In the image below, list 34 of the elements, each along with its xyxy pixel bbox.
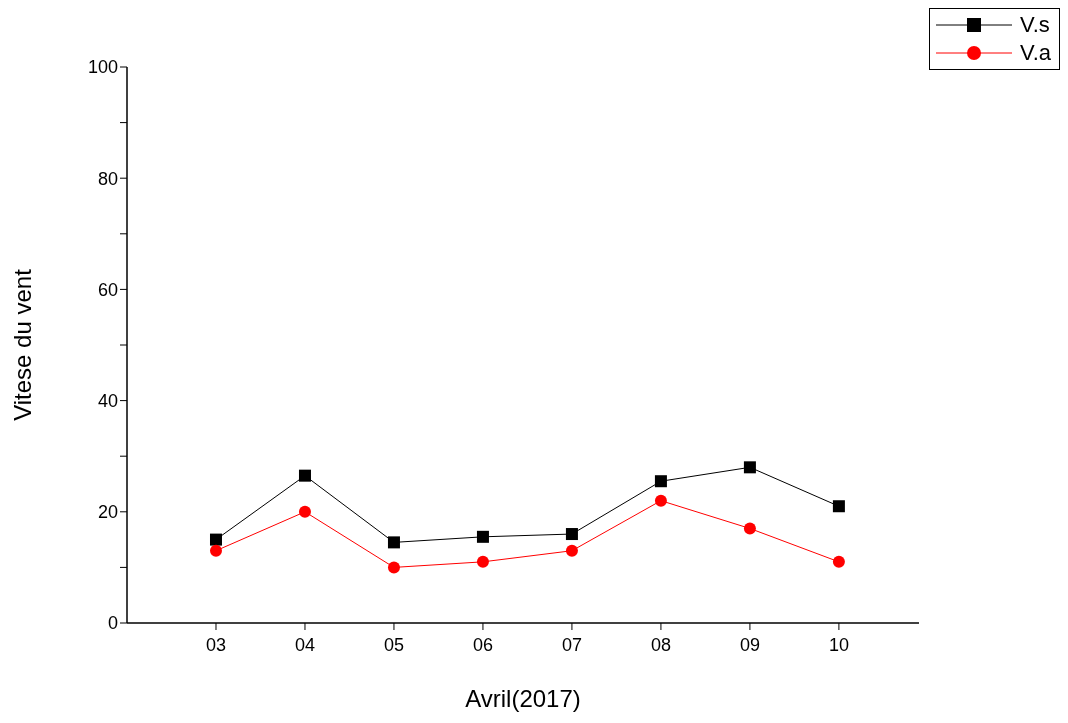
x-tick-label: 07 <box>561 634 582 655</box>
point <box>743 461 756 474</box>
point <box>387 536 400 549</box>
x-tick-label: 06 <box>472 634 493 655</box>
point <box>832 555 845 568</box>
point <box>654 475 667 488</box>
point <box>298 505 311 518</box>
point <box>565 544 578 557</box>
point <box>298 469 311 482</box>
x-tick-label: 08 <box>650 634 671 655</box>
point <box>476 530 489 543</box>
x-tick-label: 10 <box>828 634 849 655</box>
point <box>209 544 222 557</box>
y-tick-label: 100 <box>87 57 118 78</box>
y-tick-label: 40 <box>97 390 118 411</box>
point <box>209 533 222 546</box>
y-tick-label: 60 <box>97 279 118 300</box>
point <box>476 555 489 568</box>
y-tick-label: 20 <box>97 502 118 523</box>
y-tick-label: 0 <box>107 613 118 634</box>
point <box>832 500 845 513</box>
y-axis-title: Vitese du vent <box>8 268 36 421</box>
y-tick-label: 80 <box>97 168 118 189</box>
x-tick-label: 03 <box>205 634 226 655</box>
legend-label: V.a <box>1019 40 1051 66</box>
x-axis-title: Avril(2017) <box>465 685 581 712</box>
x-tick-label: 05 <box>383 634 404 655</box>
point <box>387 561 400 574</box>
x-tick-label: 04 <box>294 634 315 655</box>
point <box>743 522 756 535</box>
x-tick-label: 09 <box>739 634 760 655</box>
legend-label: V.s <box>1019 12 1050 38</box>
point <box>654 494 667 507</box>
point <box>565 528 578 541</box>
